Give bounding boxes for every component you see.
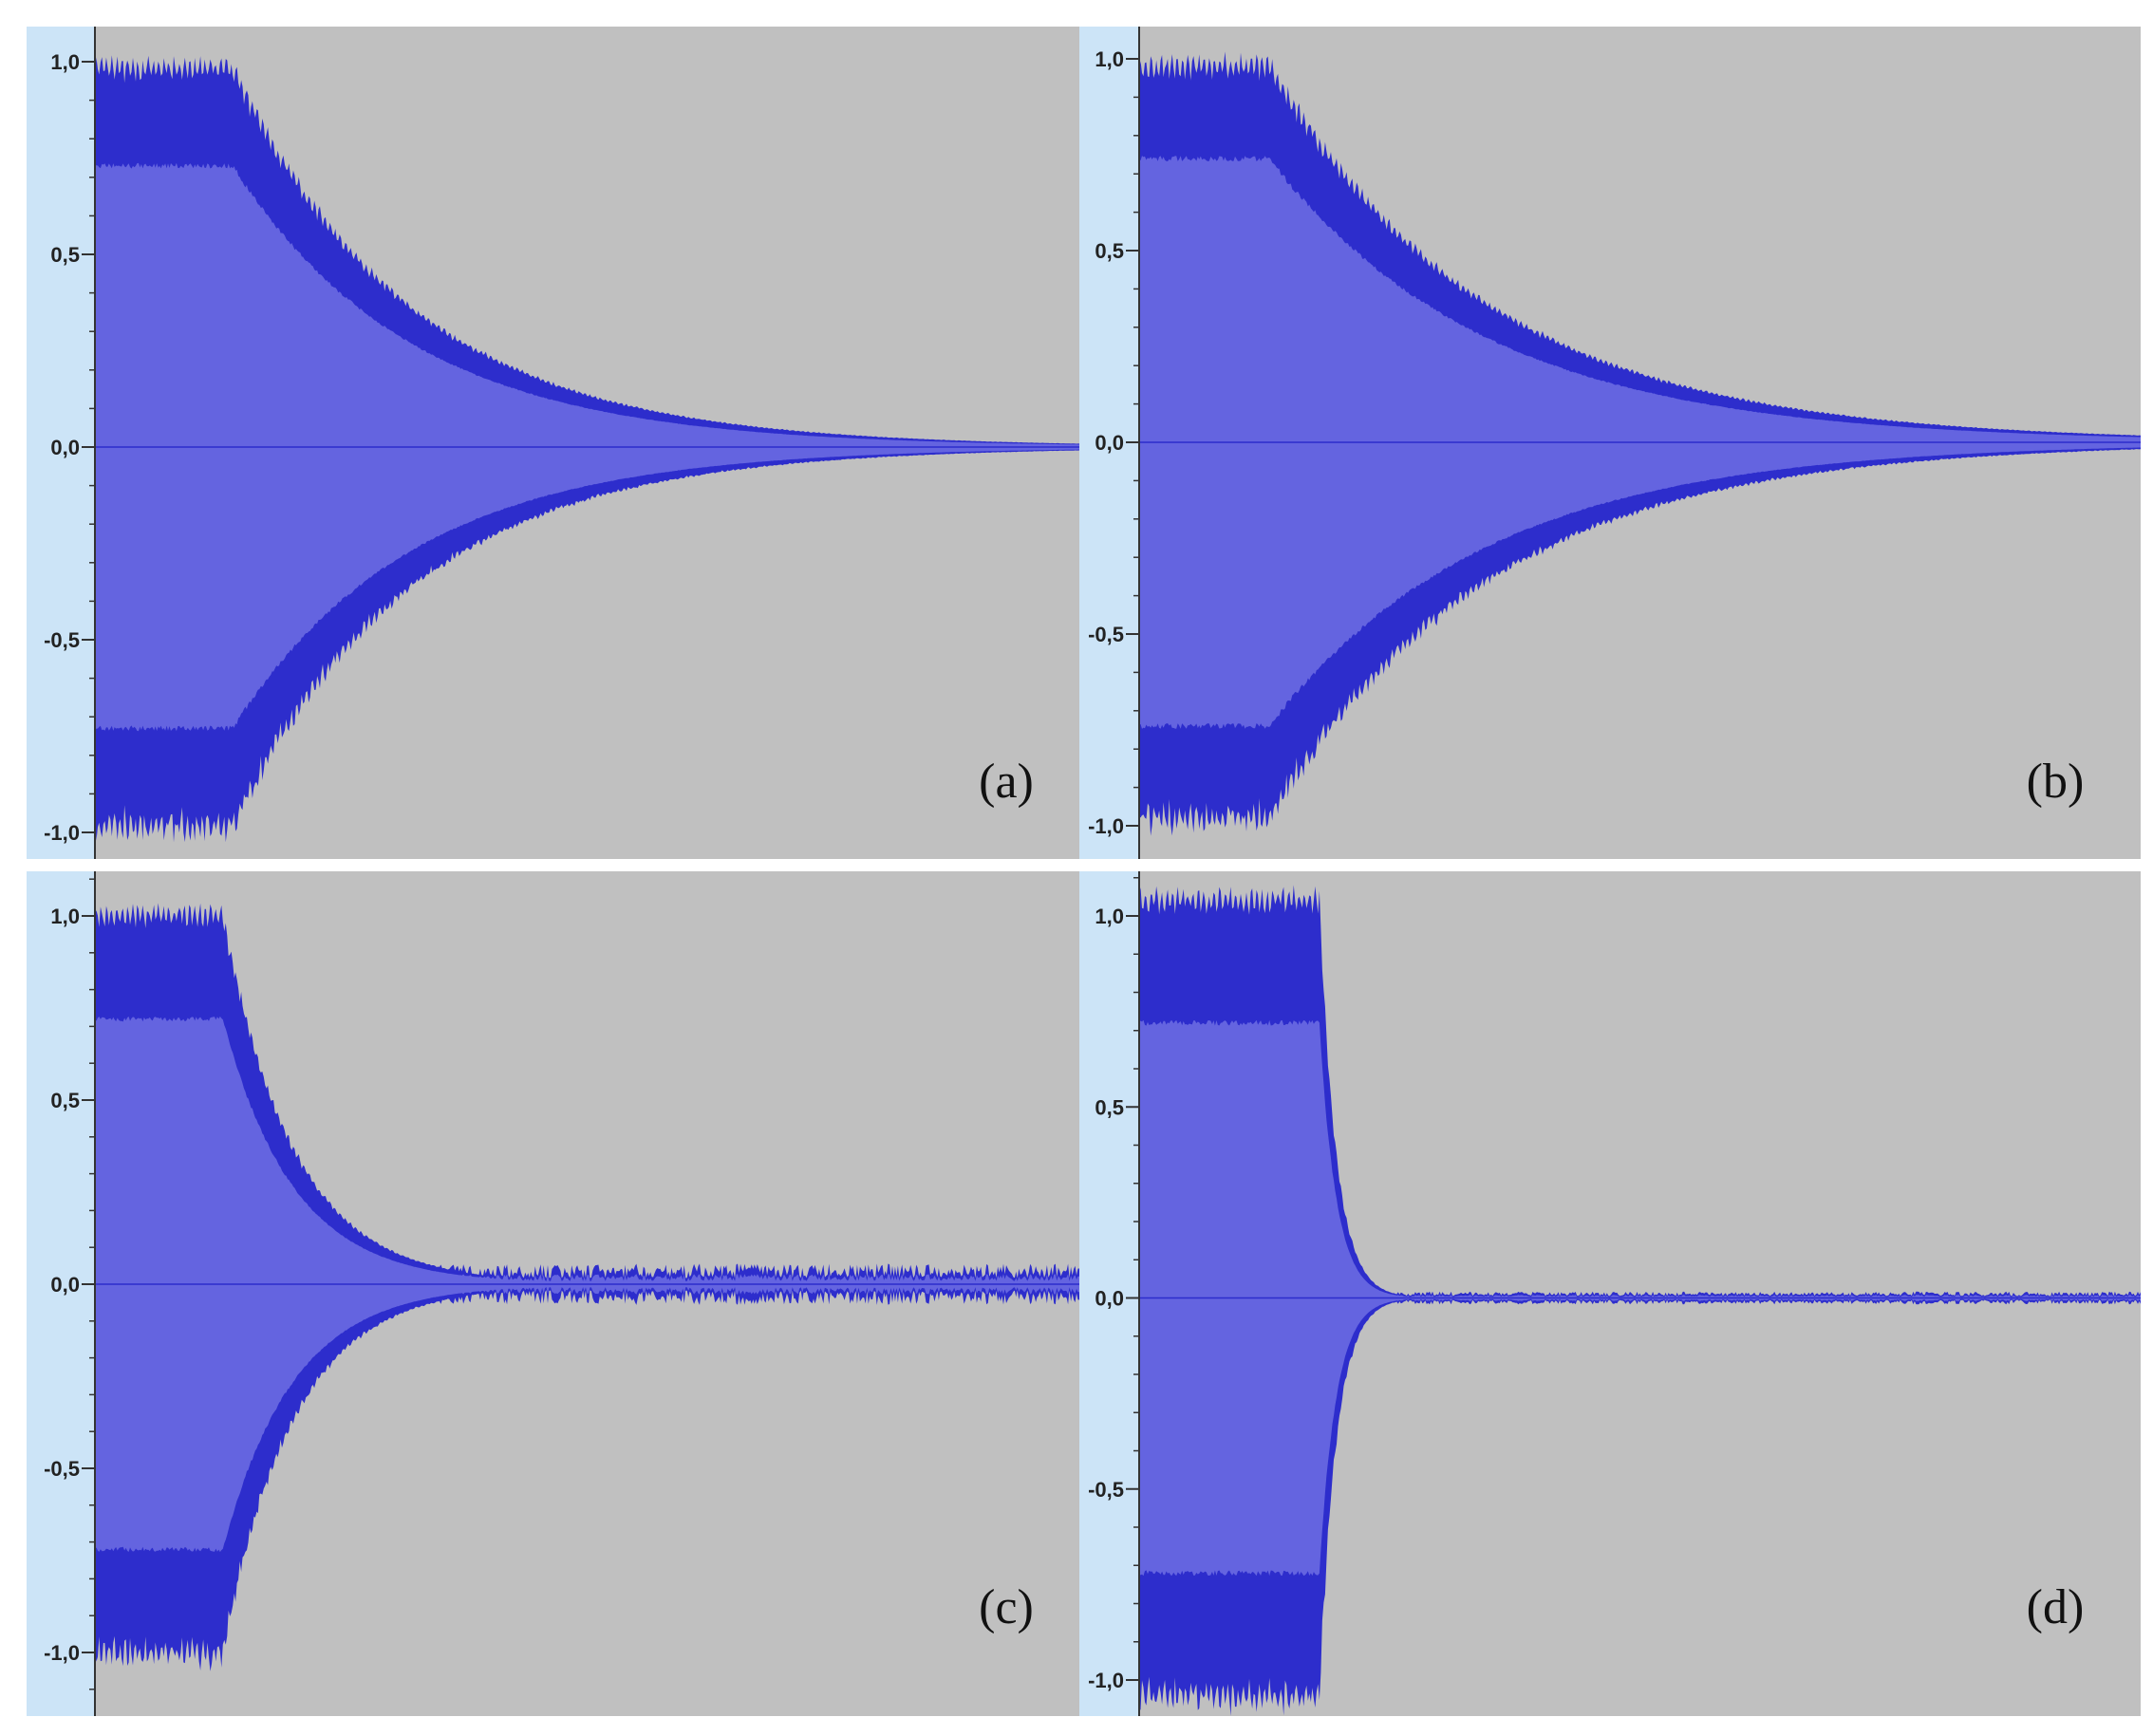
y-tick-label: 1,0 xyxy=(50,50,80,74)
y-tick-label: -1,0 xyxy=(44,821,80,845)
y-tick-label: -1,0 xyxy=(1088,814,1124,838)
y-tick-label: 0,5 xyxy=(1095,239,1124,263)
y-tick-label: 0,0 xyxy=(50,436,80,459)
panel-label: (b) xyxy=(2027,755,2085,809)
y-tick-label: 0,5 xyxy=(1095,1095,1124,1119)
panel-label: (a) xyxy=(979,755,1034,809)
waveform-panel-d: 1,0 0,5 0,0 -0,5 -1,0 (d) xyxy=(1079,871,2141,1716)
y-tick-label: 0,0 xyxy=(1095,431,1124,455)
waveform-peak-envelope xyxy=(1139,885,2141,1716)
y-tick-label: 0,0 xyxy=(1095,1287,1124,1311)
y-tick-label: 0,0 xyxy=(50,1273,80,1297)
amplitude-ruler xyxy=(27,27,95,859)
y-tick-label: -0,5 xyxy=(1088,1478,1124,1502)
amplitude-ruler xyxy=(27,871,95,1716)
y-tick-label: -0,5 xyxy=(1088,623,1124,646)
y-tick-label: 1,0 xyxy=(50,905,80,928)
y-tick-label: -1,0 xyxy=(44,1641,80,1665)
panel-label: (d) xyxy=(2027,1580,2085,1634)
waveform-panel-a: 1,0 0,5 0,0 -0,5 -1,0 (a) xyxy=(27,27,1079,859)
panel-label: (c) xyxy=(979,1580,1034,1634)
y-tick-label: 0,5 xyxy=(50,243,80,267)
amplitude-ruler xyxy=(1079,871,1139,1716)
waveform-panel-b: 1,0 0,5 0,0 -0,5 -1,0 (b) xyxy=(1079,27,2141,859)
y-tick-label: -0,5 xyxy=(44,1457,80,1481)
y-tick-label: 1,0 xyxy=(1095,905,1124,928)
waveform-panel-c: 1,0 0,5 0,0 -0,5 -1,0 (c) xyxy=(27,871,1079,1716)
y-tick-label: 0,5 xyxy=(50,1089,80,1112)
y-tick-label: 1,0 xyxy=(1095,47,1124,71)
y-tick-label: -0,5 xyxy=(44,628,80,652)
y-tick-label: -1,0 xyxy=(1088,1669,1124,1692)
